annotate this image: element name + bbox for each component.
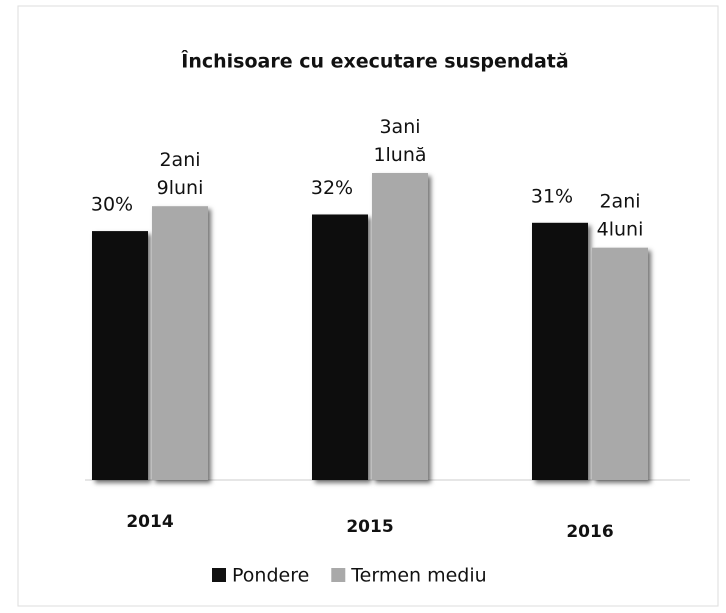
data-label-line: 4luni — [597, 218, 644, 240]
x-tick-label: 2014 — [126, 512, 173, 532]
legend-label: Termen mediu — [350, 565, 486, 587]
legend-label: Pondere — [232, 565, 309, 587]
bar — [92, 231, 148, 480]
data-label-line: 3ani — [379, 116, 420, 138]
data-label: 2ani 9luni — [157, 149, 204, 199]
legend-swatch — [331, 568, 346, 582]
bar — [532, 222, 588, 480]
data-label-line: 2ani — [599, 190, 640, 212]
legend-swatch — [212, 568, 226, 582]
data-label: 2ani 4luni — [597, 190, 644, 240]
data-label: 32% — [311, 177, 353, 199]
bar — [592, 247, 648, 480]
x-tick-label: 2016 — [566, 522, 613, 542]
data-label: 31% — [531, 185, 573, 207]
data-label-line: 2ani — [159, 149, 200, 171]
data-label: 3ani 1lună — [373, 116, 426, 166]
data-label: 30% — [91, 194, 133, 216]
bar — [312, 214, 368, 480]
x-tick-label: 2015 — [346, 517, 393, 537]
data-label-line: 9luni — [157, 177, 204, 199]
data-label-line: 1lună — [373, 144, 426, 166]
chart-title: Închisoare cu executare suspendată — [181, 50, 568, 73]
bar — [372, 173, 428, 480]
bar — [152, 206, 208, 480]
